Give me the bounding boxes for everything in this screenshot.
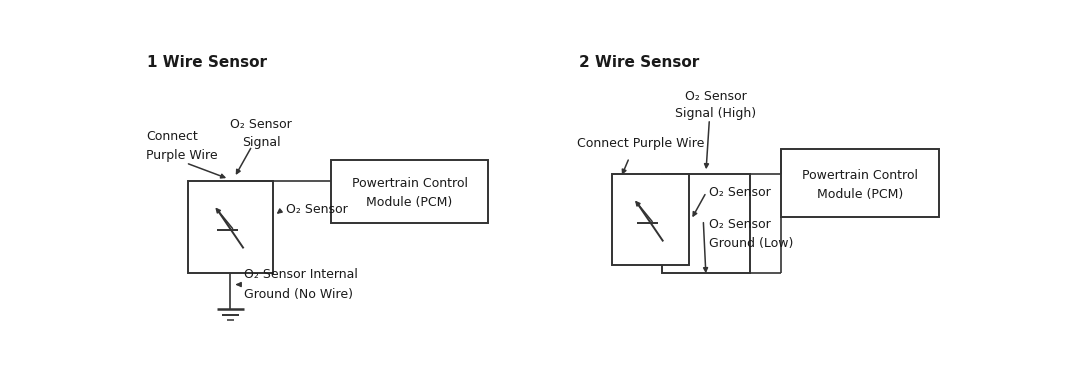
Bar <box>330 160 488 223</box>
Text: Purple Wire: Purple Wire <box>146 149 218 162</box>
Bar <box>781 149 939 217</box>
Text: 2 Wire Sensor: 2 Wire Sensor <box>578 55 699 70</box>
Text: O₂ Sensor: O₂ Sensor <box>709 186 771 199</box>
Bar <box>188 181 273 273</box>
Bar <box>612 175 689 265</box>
Text: Ground (Low): Ground (Low) <box>709 237 794 250</box>
Bar <box>662 175 751 273</box>
Text: Signal: Signal <box>242 136 280 149</box>
Text: O₂ Sensor Internal: O₂ Sensor Internal <box>244 269 357 282</box>
Text: Ground (No Wire): Ground (No Wire) <box>244 288 353 301</box>
Text: Powertrain Control: Powertrain Control <box>352 177 468 190</box>
Text: Module (PCM): Module (PCM) <box>366 196 453 209</box>
Text: Module (PCM): Module (PCM) <box>817 188 903 201</box>
Text: O₂ Sensor: O₂ Sensor <box>231 118 292 131</box>
Text: O₂ Sensor: O₂ Sensor <box>684 90 746 103</box>
Text: Signal (High): Signal (High) <box>675 107 756 120</box>
Text: Connect Purple Wire: Connect Purple Wire <box>577 137 704 150</box>
Text: Connect: Connect <box>146 130 197 143</box>
Text: 1 Wire Sensor: 1 Wire Sensor <box>147 55 268 70</box>
Text: O₂ Sensor: O₂ Sensor <box>286 202 348 215</box>
Text: Powertrain Control: Powertrain Control <box>801 169 918 182</box>
Text: O₂ Sensor: O₂ Sensor <box>709 218 771 231</box>
